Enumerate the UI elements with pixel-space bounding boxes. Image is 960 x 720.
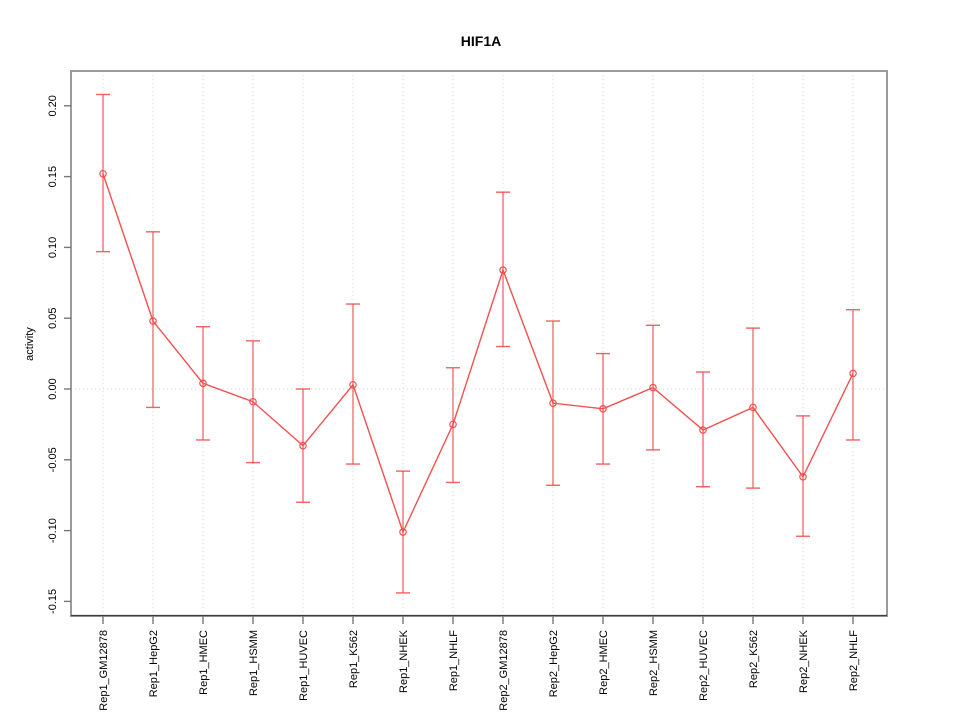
x-tick-label: Rep2_HMEC [598, 630, 610, 695]
x-tick-label: Rep1_NHLF [448, 630, 460, 691]
y-tick-label: 0.10 [47, 237, 59, 258]
x-tick-label: Rep2_NHLF [848, 630, 860, 691]
y-tick-label: 0.15 [47, 166, 59, 187]
x-tick-label: Rep2_HUVEC [698, 630, 710, 701]
x-tick-label: Rep1_GM12878 [98, 630, 110, 711]
data-point [349, 380, 357, 389]
data-point [99, 169, 107, 178]
y-axis-label: activity [24, 327, 36, 361]
data-point [799, 472, 807, 481]
series-layer [96, 93, 860, 594]
y-tick-label: 0.05 [47, 307, 59, 328]
data-point [299, 441, 307, 450]
y-tick-label: 0.00 [47, 378, 59, 399]
data-point [449, 420, 457, 429]
data-point [249, 397, 257, 406]
data-point [499, 266, 507, 274]
x-tick-label: Rep1_HepG2 [148, 630, 160, 697]
x-tick-label: Rep2_GM12878 [498, 630, 510, 711]
y-tick-label: -0.10 [47, 518, 59, 543]
axes-layer: 0.20 0.15 0.10 0.05 0.00 -0.05 -0.10 -0.15 Rep1_… [47, 70, 888, 711]
y-tick-label: -0.05 [47, 447, 59, 472]
x-tick-label: Rep1_K562 [348, 630, 360, 688]
data-point [699, 426, 707, 434]
data-point [849, 369, 857, 378]
y-tick-label: -0.15 [47, 589, 59, 614]
data-point [199, 379, 207, 388]
data-point [549, 399, 557, 407]
x-tick-label: Rep2_K562 [748, 630, 760, 688]
x-tick-label: Rep1_NHEK [398, 629, 410, 693]
data-point [399, 528, 407, 536]
x-tick-label: Rep1_HUVEC [298, 630, 310, 701]
x-tick-label: Rep1_HMEC [198, 630, 210, 695]
x-tick-label: Rep2_HSMM [648, 630, 660, 696]
data-point [649, 383, 657, 392]
data-point [599, 405, 607, 413]
x-tick-label: Rep2_NHEK [798, 629, 810, 693]
data-point [149, 317, 157, 325]
data-point [749, 403, 757, 412]
chart-title: HIF1A [461, 33, 501, 49]
x-tick-label: Rep1_HSMM [248, 630, 260, 696]
y-tick-label: 0.20 [47, 95, 59, 116]
x-tick-label: Rep2_HepG2 [548, 630, 560, 697]
series-line [102, 173, 854, 534]
